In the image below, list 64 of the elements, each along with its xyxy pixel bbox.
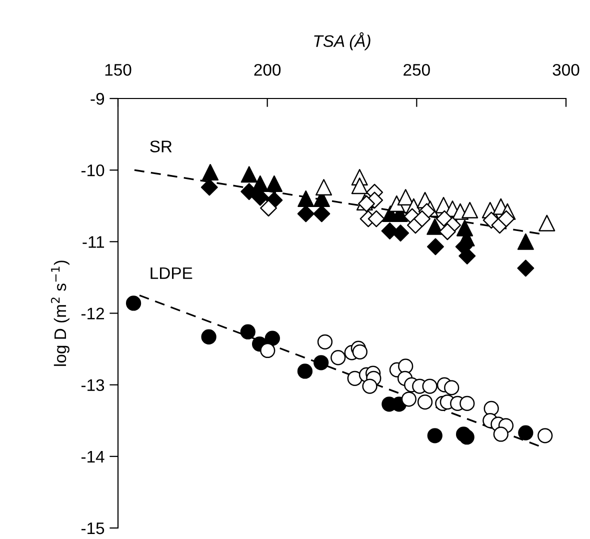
y-tick-label: -15 — [81, 522, 104, 534]
point — [401, 392, 416, 407]
point — [330, 350, 346, 366]
point — [313, 205, 330, 222]
x-tick-label: 300 — [552, 64, 580, 76]
point — [266, 175, 282, 192]
point — [458, 248, 476, 264]
point — [538, 214, 556, 232]
y-tick-label: -10 — [81, 164, 104, 176]
annotation: LDPE — [150, 267, 192, 279]
y-tick-label: -14 — [81, 450, 104, 462]
point — [484, 400, 499, 416]
point — [264, 330, 280, 346]
point — [240, 324, 256, 340]
y-tick-label: -12 — [81, 308, 104, 320]
point — [444, 380, 460, 396]
point — [126, 296, 142, 311]
point — [352, 344, 368, 360]
point — [202, 164, 219, 180]
point — [240, 166, 258, 183]
point — [518, 425, 534, 440]
point — [317, 334, 333, 350]
x-axis-title: TSA (Å) — [314, 32, 370, 50]
point — [368, 210, 385, 228]
annotation: SR — [150, 140, 172, 152]
y-axis-title: log D (m$^{2}$ s$^{−1}$) — [50, 260, 70, 366]
point — [438, 223, 456, 240]
point — [397, 189, 414, 206]
point — [427, 428, 442, 444]
point — [201, 329, 216, 344]
point — [414, 210, 431, 228]
point — [347, 370, 362, 386]
point — [392, 224, 410, 242]
point — [459, 430, 474, 445]
point — [498, 210, 515, 228]
point — [260, 200, 278, 217]
y-tick-label: -11 — [82, 236, 104, 248]
point — [517, 260, 534, 277]
y-tick-label: -13 — [81, 379, 104, 392]
x-tick-label: 150 — [105, 64, 132, 76]
point — [427, 238, 444, 256]
point — [351, 178, 368, 194]
point — [460, 396, 475, 412]
point — [388, 195, 405, 212]
point — [200, 178, 218, 196]
x-tick-label: 250 — [404, 64, 430, 76]
point — [417, 394, 433, 410]
point — [426, 218, 444, 235]
point — [398, 358, 414, 374]
point — [493, 426, 508, 442]
point — [316, 179, 332, 196]
point — [314, 355, 329, 370]
point — [240, 183, 258, 200]
point — [362, 378, 378, 394]
point — [297, 205, 314, 222]
point — [297, 364, 313, 379]
point — [298, 190, 314, 207]
y-tick-label: -9 — [90, 92, 104, 105]
point — [538, 428, 553, 444]
point — [462, 202, 478, 218]
point — [422, 378, 438, 394]
point — [260, 342, 276, 358]
point — [517, 233, 534, 250]
x-tick-label: 200 — [254, 64, 281, 76]
